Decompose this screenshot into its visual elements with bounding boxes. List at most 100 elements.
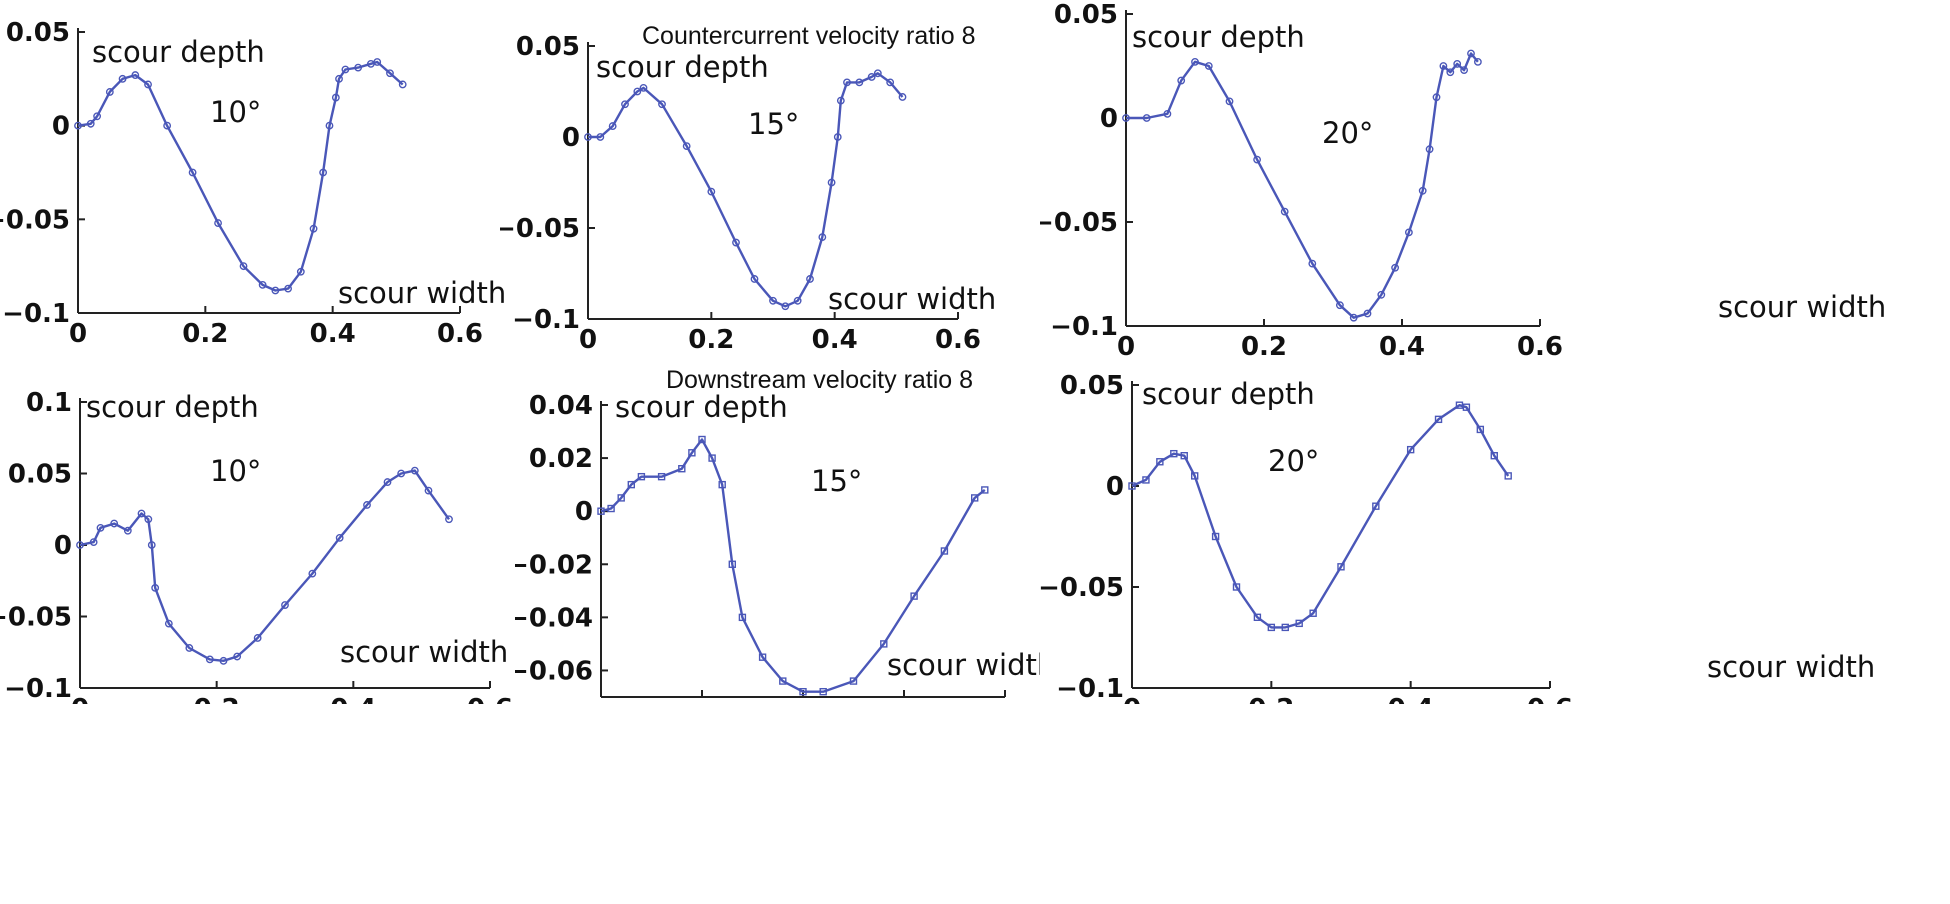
data-point bbox=[1232, 583, 1241, 591]
data-point bbox=[1142, 476, 1150, 484]
data-point bbox=[373, 58, 382, 66]
data-point bbox=[1122, 114, 1130, 122]
data-point bbox=[1191, 57, 1199, 66]
data-point bbox=[1446, 68, 1455, 77]
angle-label: 10° bbox=[210, 95, 261, 129]
data-point bbox=[732, 238, 740, 247]
data-point bbox=[219, 656, 228, 665]
y-tick-label: 0 bbox=[575, 497, 593, 527]
data-point bbox=[1462, 403, 1471, 411]
data-point bbox=[271, 286, 280, 295]
data-point bbox=[886, 78, 895, 87]
data-point bbox=[708, 454, 716, 462]
series-line bbox=[79, 469, 450, 662]
x-axis-label: scour width bbox=[1718, 290, 1886, 324]
data-point bbox=[597, 507, 605, 515]
y-tick-label: 0.02 bbox=[529, 444, 593, 474]
chart-top-10deg: 0 0.2 0.4 0.6 0.05 0 −0.05 −0.1 scour depth scour… bbox=[0, 18, 506, 349]
data-point bbox=[1377, 290, 1386, 299]
data-point bbox=[1476, 425, 1485, 434]
y-tick-label: −0.1 bbox=[1056, 674, 1124, 704]
x-tick-label: 0.2 bbox=[194, 694, 240, 704]
data-point bbox=[769, 296, 777, 305]
data-point bbox=[1473, 57, 1482, 66]
data-point bbox=[1281, 623, 1289, 632]
data-point bbox=[1253, 155, 1262, 164]
data-point bbox=[1439, 62, 1448, 70]
data-point bbox=[718, 480, 726, 489]
data-point bbox=[86, 119, 95, 128]
y-tick-label: 0 bbox=[54, 531, 72, 561]
data-point bbox=[657, 472, 666, 481]
x-axis-label: scour width bbox=[340, 635, 508, 669]
data-point bbox=[799, 687, 807, 696]
data-point bbox=[873, 69, 882, 78]
data-point bbox=[971, 494, 979, 502]
data-point bbox=[397, 469, 406, 478]
data-point bbox=[1363, 309, 1372, 318]
data-point bbox=[1204, 62, 1213, 70]
y-tick-label: −0.06 bbox=[515, 656, 593, 686]
data-point bbox=[682, 142, 691, 151]
data-point bbox=[258, 280, 267, 289]
x-tick-label: 0.6 bbox=[467, 694, 513, 704]
data-point bbox=[1372, 502, 1380, 510]
data-point bbox=[383, 478, 392, 486]
x-axis-label: scour width bbox=[338, 276, 506, 310]
data-point bbox=[898, 93, 907, 101]
data-point bbox=[188, 168, 197, 177]
y-axis-label: scour depth bbox=[1142, 377, 1315, 411]
x-tick-label: 0.2 bbox=[1248, 694, 1294, 704]
y-tick-label: 0.05 bbox=[1060, 371, 1124, 401]
data-point bbox=[1432, 93, 1441, 102]
data-point bbox=[867, 73, 876, 81]
data-point bbox=[1128, 482, 1136, 490]
y-axis-label: scour depth bbox=[596, 50, 769, 84]
data-point bbox=[843, 78, 851, 87]
data-point bbox=[410, 466, 419, 475]
data-point bbox=[363, 501, 371, 509]
y-axis-label: scour depth bbox=[86, 390, 259, 424]
data-point bbox=[1156, 458, 1164, 466]
data-point bbox=[137, 509, 146, 518]
x-tick-label: 0.4 bbox=[812, 325, 858, 355]
data-point bbox=[833, 133, 842, 141]
data-point bbox=[627, 480, 636, 489]
data-point bbox=[621, 100, 629, 109]
y-tick-label: 0.05 bbox=[8, 460, 72, 490]
y-tick-label: −0.1 bbox=[4, 674, 72, 704]
data-point bbox=[1267, 623, 1276, 632]
y-tick-label: 0.05 bbox=[516, 32, 580, 62]
y-tick-label: −0.04 bbox=[515, 603, 593, 633]
data-point bbox=[1170, 449, 1178, 458]
x-tick-label: 0.4 bbox=[1388, 694, 1434, 704]
data-point bbox=[144, 80, 152, 89]
data-point bbox=[1467, 49, 1475, 58]
data-point bbox=[105, 88, 114, 96]
x-tick-label: 0.6 bbox=[1517, 332, 1563, 362]
data-point bbox=[76, 541, 84, 549]
y-tick-label: −0.02 bbox=[515, 550, 593, 580]
data-point bbox=[1391, 263, 1399, 272]
y-tick-label: 0 bbox=[1100, 104, 1118, 134]
data-point bbox=[584, 133, 592, 141]
data-point bbox=[335, 533, 344, 542]
data-point bbox=[738, 613, 747, 622]
data-point bbox=[1295, 619, 1303, 628]
data-point bbox=[386, 69, 394, 78]
data-point bbox=[1504, 472, 1512, 480]
data-point bbox=[608, 122, 617, 130]
chart-bottom-10deg: 0 0.2 0.4 0.6 0.1 0.05 0 −0.05 −0.1 scour depth sc… bbox=[0, 388, 513, 704]
x-tick-label: 0.6 bbox=[437, 319, 483, 349]
data-point bbox=[617, 494, 625, 502]
data-point bbox=[819, 687, 827, 696]
chart-bottom-15deg: 0 0.1 0.2 0.3 0.4 0.04 0.02 0 −0.02 −0.04 −0.06 sco… bbox=[515, 390, 1040, 704]
data-point bbox=[940, 547, 949, 555]
data-point bbox=[74, 121, 82, 130]
x-tick-label: 0 bbox=[1123, 694, 1141, 704]
x-tick-label: 0 bbox=[592, 703, 610, 704]
data-point bbox=[1225, 97, 1234, 106]
data-point bbox=[637, 472, 646, 481]
data-point bbox=[1335, 301, 1344, 310]
data-point bbox=[1308, 259, 1317, 268]
